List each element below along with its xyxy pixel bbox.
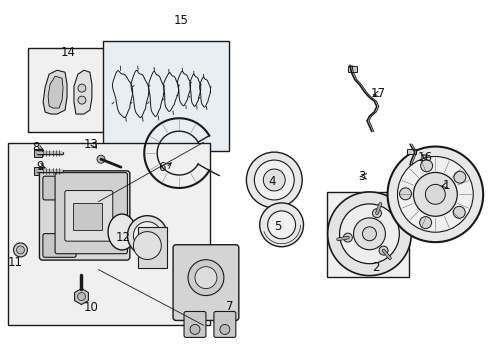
Circle shape <box>77 293 85 301</box>
Text: 8: 8 <box>32 141 40 154</box>
FancyBboxPatch shape <box>184 311 206 337</box>
Bar <box>327 192 409 277</box>
Circle shape <box>399 188 412 200</box>
Circle shape <box>78 84 86 92</box>
FancyBboxPatch shape <box>138 226 167 268</box>
Circle shape <box>246 152 302 208</box>
Circle shape <box>372 209 381 218</box>
Circle shape <box>263 169 285 191</box>
Circle shape <box>127 216 167 256</box>
Text: 17: 17 <box>370 87 385 100</box>
Bar <box>103 41 229 151</box>
Text: 5: 5 <box>274 220 281 233</box>
Circle shape <box>340 204 399 264</box>
FancyBboxPatch shape <box>40 171 130 260</box>
Circle shape <box>97 155 105 163</box>
Circle shape <box>17 246 24 254</box>
Text: 15: 15 <box>174 14 189 27</box>
FancyBboxPatch shape <box>43 234 76 257</box>
Circle shape <box>268 211 295 239</box>
Text: 6: 6 <box>158 161 166 174</box>
Text: 14: 14 <box>61 46 76 59</box>
Circle shape <box>78 96 86 104</box>
Bar <box>34 167 42 175</box>
Polygon shape <box>43 70 67 114</box>
Circle shape <box>188 260 224 296</box>
Text: 12: 12 <box>116 231 130 244</box>
Circle shape <box>363 227 376 241</box>
FancyBboxPatch shape <box>214 311 236 337</box>
Circle shape <box>190 324 200 334</box>
Polygon shape <box>74 289 88 305</box>
Circle shape <box>195 267 217 289</box>
Circle shape <box>220 324 230 334</box>
Bar <box>28 48 112 132</box>
Circle shape <box>133 222 161 249</box>
Polygon shape <box>74 70 92 114</box>
Text: 1: 1 <box>442 179 450 192</box>
Circle shape <box>420 160 433 172</box>
Circle shape <box>425 184 445 204</box>
Text: 11: 11 <box>8 256 23 269</box>
Bar <box>407 149 416 154</box>
Circle shape <box>254 160 294 200</box>
Circle shape <box>343 233 352 242</box>
Text: 13: 13 <box>84 138 98 150</box>
Polygon shape <box>48 76 63 108</box>
Text: 16: 16 <box>418 151 433 164</box>
Bar <box>8 143 210 325</box>
Text: 7: 7 <box>225 300 233 313</box>
Circle shape <box>328 192 411 276</box>
Circle shape <box>414 172 457 216</box>
Bar <box>34 149 42 157</box>
Ellipse shape <box>108 214 136 250</box>
Circle shape <box>14 243 27 257</box>
Text: 10: 10 <box>84 301 98 314</box>
Circle shape <box>133 231 161 260</box>
Text: 9: 9 <box>36 160 44 173</box>
Circle shape <box>397 157 473 232</box>
Text: 4: 4 <box>268 175 275 188</box>
Circle shape <box>353 218 386 250</box>
Bar <box>73 203 102 230</box>
FancyBboxPatch shape <box>55 173 127 254</box>
Bar <box>347 67 358 72</box>
Circle shape <box>379 246 388 255</box>
Circle shape <box>260 203 303 247</box>
Circle shape <box>454 171 466 183</box>
FancyBboxPatch shape <box>43 176 76 200</box>
FancyBboxPatch shape <box>65 190 113 241</box>
Circle shape <box>453 206 465 218</box>
Text: 2: 2 <box>372 261 380 274</box>
Text: 3: 3 <box>359 170 366 183</box>
FancyBboxPatch shape <box>173 245 239 320</box>
Circle shape <box>388 147 483 242</box>
Circle shape <box>419 217 432 229</box>
